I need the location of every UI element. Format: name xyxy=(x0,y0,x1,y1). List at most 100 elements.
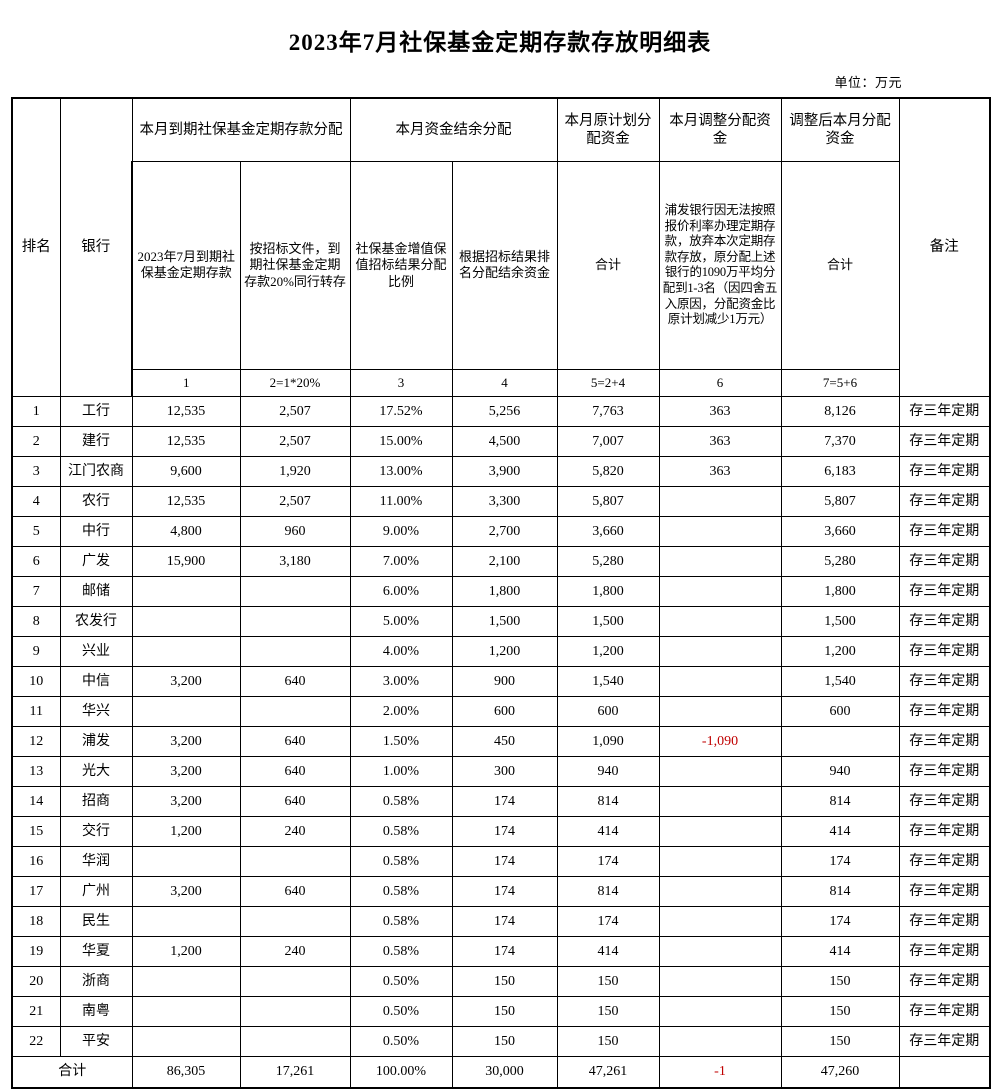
cell-rank: 6 xyxy=(11,545,61,577)
cell-col5: 600 xyxy=(556,695,660,727)
cell-rank: 9 xyxy=(11,635,61,667)
cell-col2: 640 xyxy=(239,665,351,697)
cell-col6 xyxy=(658,995,782,1027)
cell-col7 xyxy=(780,725,900,757)
cell-col5: 1,540 xyxy=(556,665,660,697)
cell-bank: 平安 xyxy=(59,1025,133,1057)
total-label: 合计 xyxy=(11,1055,133,1089)
cell-bank: 广州 xyxy=(59,875,133,907)
table-row: 17 广州 3,200 640 0.58% 174 814 814 存三年定期 xyxy=(11,875,991,907)
cell-remark: 存三年定期 xyxy=(898,425,991,457)
header-group-row: 排名 银行 本月到期社保基金定期存款分配 本月资金结余分配 本月原计划分配资金 … xyxy=(11,96,991,397)
cell-col4: 150 xyxy=(451,1025,558,1057)
cell-col4: 174 xyxy=(451,935,558,967)
cell-col3: 1.50% xyxy=(349,725,453,757)
table-row: 21 南粤 0.50% 150 150 150 存三年定期 xyxy=(11,995,991,1027)
deposit-detail-table: 排名 银行 本月到期社保基金定期存款分配 本月资金结余分配 本月原计划分配资金 … xyxy=(11,96,991,1089)
table-row: 13 光大 3,200 640 1.00% 300 940 940 存三年定期 xyxy=(11,755,991,787)
cell-col4: 600 xyxy=(451,695,558,727)
cell-col3: 0.58% xyxy=(349,845,453,877)
cell-rank: 19 xyxy=(11,935,61,967)
cell-col1: 9,600 xyxy=(131,455,241,487)
cell-bank: 江门农商 xyxy=(59,455,133,487)
table-row: 3 江门农商 9,600 1,920 13.00% 3,900 5,820 363 6,183 存… xyxy=(11,455,991,487)
table-row: 10 中信 3,200 640 3.00% 900 1,540 1,540 存三年定期 xyxy=(11,665,991,697)
cell-col5: 7,763 xyxy=(556,395,660,427)
cell-col4: 1,200 xyxy=(451,635,558,667)
cell-col1 xyxy=(131,995,241,1027)
cell-col5: 150 xyxy=(556,995,660,1027)
cell-col2 xyxy=(239,905,351,937)
cell-remark: 存三年定期 xyxy=(898,575,991,607)
cell-col5: 5,820 xyxy=(556,455,660,487)
cell-col4: 174 xyxy=(451,815,558,847)
header-balance-alloc: 本月资金结余分配 xyxy=(349,96,558,162)
subheader-col3: 社保基金增值保值招标结果分配比例 xyxy=(349,160,453,370)
cell-col3: 7.00% xyxy=(349,545,453,577)
cell-col2 xyxy=(239,965,351,997)
cell-rank: 4 xyxy=(11,485,61,517)
cell-col7: 174 xyxy=(780,845,900,877)
cell-col4: 3,300 xyxy=(451,485,558,517)
cell-remark: 存三年定期 xyxy=(898,1025,991,1057)
cell-col4: 150 xyxy=(451,995,558,1027)
cell-col1 xyxy=(131,965,241,997)
cell-rank: 2 xyxy=(11,425,61,457)
cell-col6 xyxy=(658,575,782,607)
cell-col5: 1,800 xyxy=(556,575,660,607)
cell-col4: 1,500 xyxy=(451,605,558,637)
cell-col7: 8,126 xyxy=(780,395,900,427)
cell-col3: 6.00% xyxy=(349,575,453,607)
cell-col5: 174 xyxy=(556,845,660,877)
cell-col1 xyxy=(131,905,241,937)
cell-col4: 300 xyxy=(451,755,558,787)
header-rank: 排名 xyxy=(11,96,61,397)
cell-col1: 4,800 xyxy=(131,515,241,547)
total-col3: 100.00% xyxy=(349,1055,453,1089)
cell-col7: 1,800 xyxy=(780,575,900,607)
cell-col1 xyxy=(131,605,241,637)
cell-rank: 15 xyxy=(11,815,61,847)
formula-col7: 7=5+6 xyxy=(780,368,900,397)
cell-col1: 3,200 xyxy=(131,755,241,787)
cell-remark: 存三年定期 xyxy=(898,455,991,487)
table-row: 11 华兴 2.00% 600 600 600 存三年定期 xyxy=(11,695,991,727)
cell-col7: 814 xyxy=(780,785,900,817)
cell-col5: 414 xyxy=(556,815,660,847)
cell-bank: 工行 xyxy=(59,395,133,427)
cell-bank: 华兴 xyxy=(59,695,133,727)
cell-col7: 814 xyxy=(780,875,900,907)
table-row: 1 工行 12,535 2,507 17.52% 5,256 7,763 363 8,126 存三… xyxy=(11,395,991,427)
cell-col3: 0.58% xyxy=(349,785,453,817)
cell-col7: 940 xyxy=(780,755,900,787)
cell-col3: 2.00% xyxy=(349,695,453,727)
subheader-col2: 按招标文件，到期社保基金定期存款20%同行转存 xyxy=(239,160,351,370)
cell-col1 xyxy=(131,695,241,727)
cell-col2: 240 xyxy=(239,935,351,967)
page-title: 2023年7月社保基金定期存款存放明细表 xyxy=(288,30,712,55)
cell-col2: 2,507 xyxy=(239,395,351,427)
cell-bank: 民生 xyxy=(59,905,133,937)
cell-remark: 存三年定期 xyxy=(898,785,991,817)
cell-col6 xyxy=(658,1025,782,1057)
cell-bank: 中行 xyxy=(59,515,133,547)
cell-bank: 农发行 xyxy=(59,605,133,637)
cell-col5: 3,660 xyxy=(556,515,660,547)
table-row: 2 建行 12,535 2,507 15.00% 4,500 7,007 363 7,370 存三… xyxy=(11,425,991,457)
cell-col3: 4.00% xyxy=(349,635,453,667)
cell-col3: 0.50% xyxy=(349,965,453,997)
cell-col3: 11.00% xyxy=(349,485,453,517)
cell-rank: 14 xyxy=(11,785,61,817)
cell-col3: 15.00% xyxy=(349,425,453,457)
cell-remark: 存三年定期 xyxy=(898,395,991,427)
cell-col1: 12,535 xyxy=(131,395,241,427)
cell-remark: 存三年定期 xyxy=(898,605,991,637)
cell-col4: 174 xyxy=(451,785,558,817)
table-row: 20 浙商 0.50% 150 150 150 存三年定期 xyxy=(11,965,991,997)
cell-col6 xyxy=(658,935,782,967)
cell-bank: 招商 xyxy=(59,785,133,817)
cell-col1: 12,535 xyxy=(131,425,241,457)
cell-rank: 20 xyxy=(11,965,61,997)
cell-rank: 22 xyxy=(11,1025,61,1057)
cell-col2: 3,180 xyxy=(239,545,351,577)
